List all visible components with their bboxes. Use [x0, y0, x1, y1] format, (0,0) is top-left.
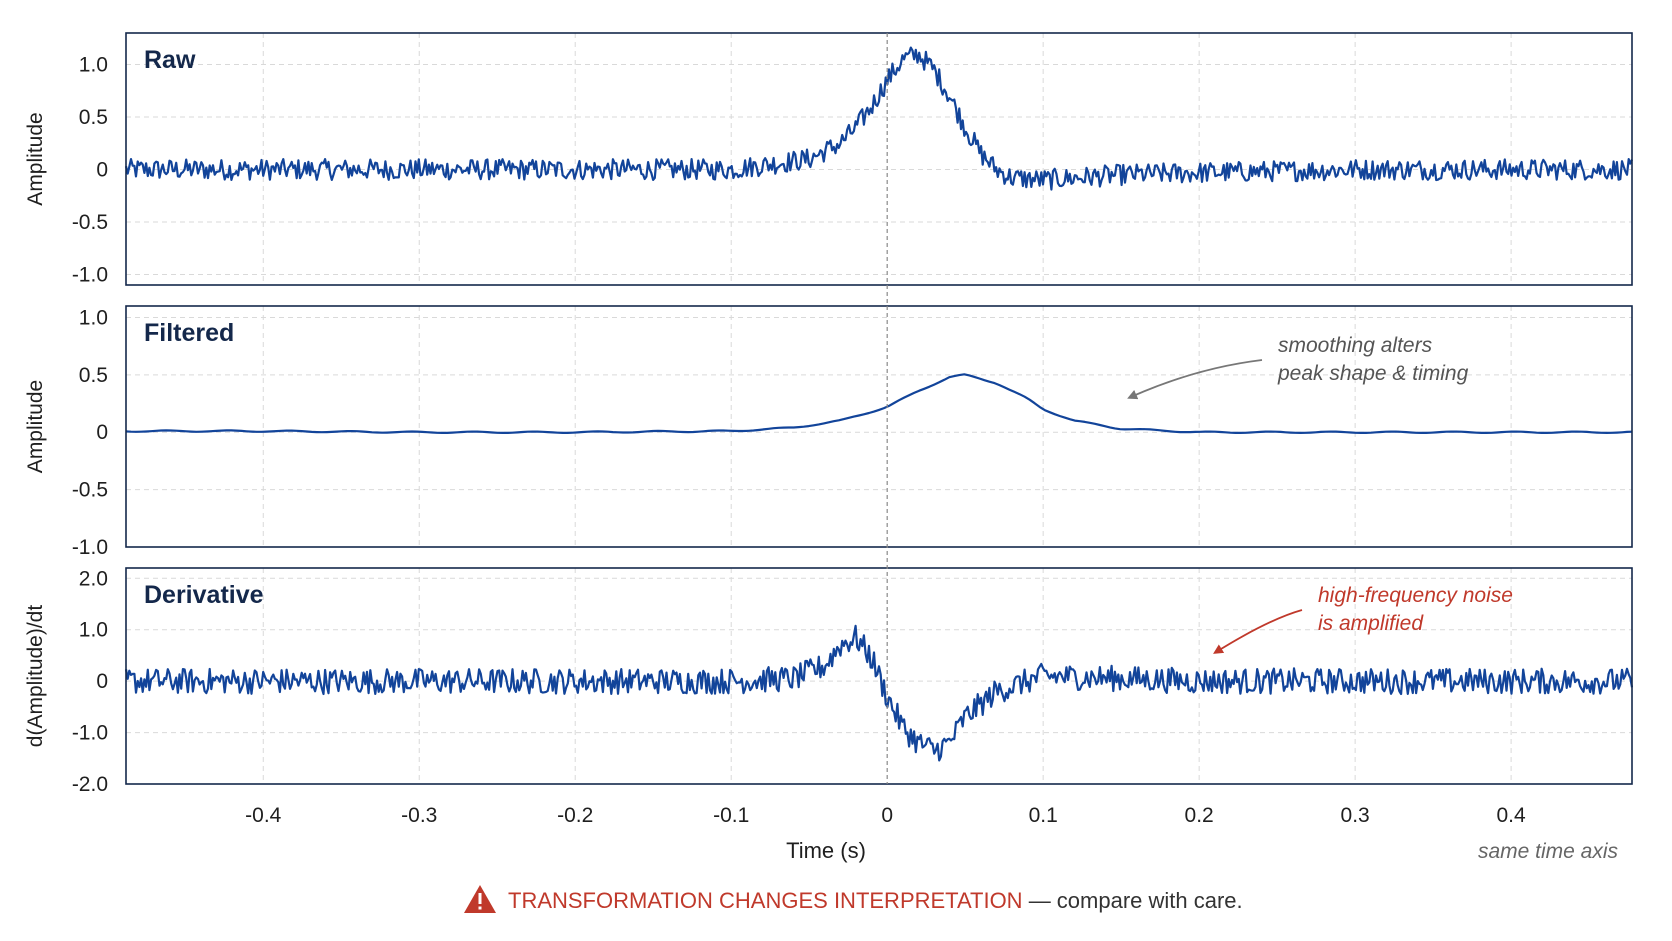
x-tick-label: 0.4 [1497, 804, 1527, 827]
y-tick-label: -1.0 [72, 536, 108, 559]
x-tick-label: 0.1 [1029, 804, 1058, 827]
y-tick-label: 0 [96, 421, 108, 444]
series-line [125, 373, 1633, 434]
y-tick-label: 1.0 [79, 54, 108, 77]
series-line [124, 46, 1634, 191]
y-tick-label: -0.5 [72, 479, 108, 502]
y-tick-label: 1.0 [79, 306, 108, 329]
y-axis-label: Amplitude [24, 380, 47, 473]
y-tick-label: -2.0 [72, 773, 108, 796]
x-tick-label: -0.2 [557, 804, 593, 827]
y-tick-label: -0.5 [72, 211, 108, 234]
y-tick-label: 1.0 [79, 619, 108, 642]
y-tick-label: 0.5 [79, 106, 108, 129]
panel-title: Raw [144, 46, 196, 74]
y-axis-label: d(Amplitude)/dt [24, 605, 47, 748]
footer-text: TRANSFORMATION CHANGES INTERPRETATION — … [508, 888, 1243, 913]
annotation-arrow [1127, 359, 1263, 400]
y-tick-label: 0 [96, 159, 108, 182]
x-tick-label: -0.3 [401, 804, 437, 827]
panel-title: Filtered [144, 319, 234, 347]
annotation-text: peak shape & timing [1277, 362, 1469, 385]
panel-title: Derivative [144, 581, 264, 609]
series-line [124, 624, 1634, 762]
x-tick-label: -0.1 [713, 804, 749, 827]
panel-filtered: 1.0 0.5 0 -0.5 -1.0 Filtered Amplitude smoothin… [24, 305, 1633, 559]
panel-derivative: 2.0 1.0 0 -1.0 -2.0 Derivative d(Amplitude)/dt… [24, 567, 1634, 796]
x-axis-label: Time (s) [786, 838, 866, 863]
y-tick-label: 0.5 [79, 364, 108, 387]
annotation-text: is amplified [1318, 612, 1424, 635]
annotation-text: smoothing alters [1278, 334, 1433, 357]
panel-raw: 1.0 0.5 0 -0.5 -1.0 Raw Amplitude [24, 32, 1634, 287]
plot-frame [125, 305, 1633, 548]
same-time-axis-note: same time axis [1478, 840, 1619, 863]
annotation-text: high-frequency noise [1318, 584, 1513, 607]
x-tick-label: 0.3 [1341, 804, 1370, 827]
footer-warning-text: TRANSFORMATION CHANGES INTERPRETATION [508, 888, 1023, 913]
x-tick-label: 0 [881, 804, 893, 827]
panels: 1.0 0.5 0 -0.5 -1.0 Raw Amplitude 1.0 0.5 0 -0.5 -1… [24, 32, 1634, 827]
y-tick-label: -1.0 [72, 722, 108, 745]
plot-frame [125, 567, 1633, 785]
plot-frame [125, 32, 1633, 286]
y-tick-label: -1.0 [72, 264, 108, 287]
footer-rest-text: — compare with care. [1023, 888, 1243, 913]
x-tick-label: 0.2 [1185, 804, 1214, 827]
warning-triangle-icon [464, 885, 496, 913]
y-tick-label: 0 [96, 670, 108, 693]
y-axis-label: Amplitude [24, 112, 47, 205]
x-tick-label: -0.4 [245, 804, 282, 827]
annotation-arrow [1213, 609, 1303, 654]
y-tick-label: 2.0 [79, 567, 108, 590]
